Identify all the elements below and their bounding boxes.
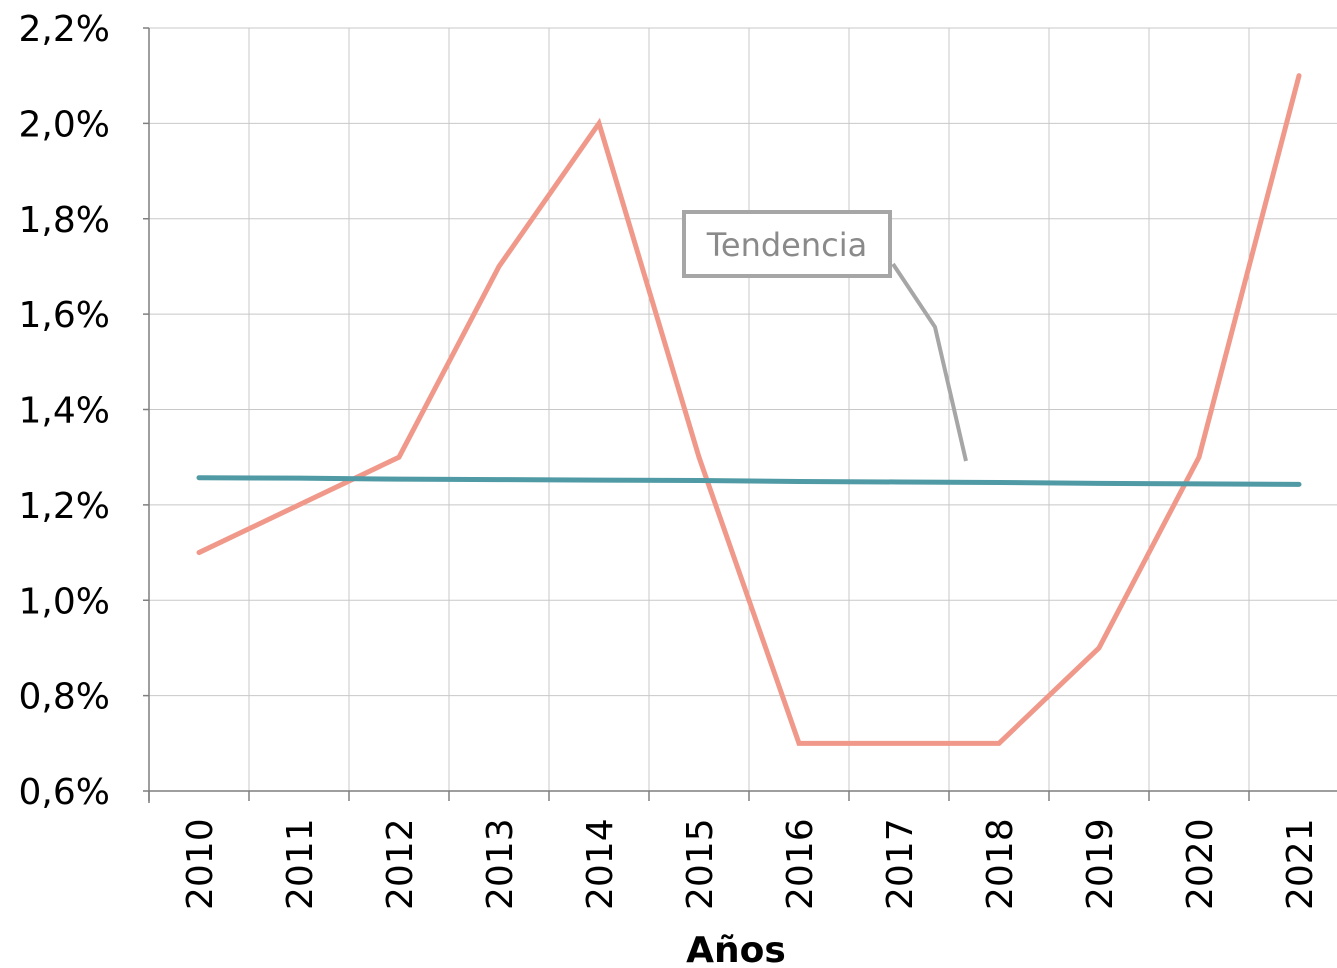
x-tick-label: 2012 xyxy=(380,818,421,910)
y-tick-label: 2,2% xyxy=(19,9,110,50)
x-tick-label: 2015 xyxy=(680,818,721,910)
y-tick-label: 0,8% xyxy=(19,677,110,718)
y-tick-label: 2,0% xyxy=(19,104,110,145)
x-tick-label: 2017 xyxy=(880,818,921,910)
axes xyxy=(143,27,1337,803)
x-axis-ticks: 2010 2011 2012 2013 2014 2015 2016 2017 2018 2019… xyxy=(180,818,1321,910)
x-tick-label: 2011 xyxy=(280,818,321,910)
y-tick-label: 0,6% xyxy=(19,772,110,813)
annotation-leader-line xyxy=(891,262,968,462)
x-tick-label: 2021 xyxy=(1280,818,1321,910)
series-line xyxy=(196,73,1302,746)
x-tick-label: 2013 xyxy=(480,818,521,910)
y-tick-label: 1,8% xyxy=(19,200,110,241)
y-tick-label: 1,2% xyxy=(19,486,110,527)
y-axis-ticks: 0,6% 0,8% 1,0% 1,2% 1,4% 1,6% 1,8% 2,0% 2,2% xyxy=(19,9,110,813)
x-tick-label: 2019 xyxy=(1080,818,1121,910)
series xyxy=(196,73,1302,746)
x-tick-label: 2016 xyxy=(780,818,821,910)
annotation: Tendencia xyxy=(682,210,968,462)
x-tick-label: 2020 xyxy=(1180,818,1221,910)
x-axis-title: Años xyxy=(686,930,786,968)
x-tick-label: 2018 xyxy=(980,818,1021,910)
y-tick-label: 1,6% xyxy=(19,295,110,336)
x-tick-label: 2014 xyxy=(580,818,621,910)
y-tick-label: 1,4% xyxy=(19,391,110,432)
trend-line xyxy=(196,475,1302,487)
annotation-box xyxy=(682,210,892,278)
annotation-label: Tendencia xyxy=(706,226,867,264)
grid xyxy=(149,27,1337,791)
y-tick-label: 1,0% xyxy=(19,581,110,622)
x-tick-label: 2010 xyxy=(180,818,221,910)
